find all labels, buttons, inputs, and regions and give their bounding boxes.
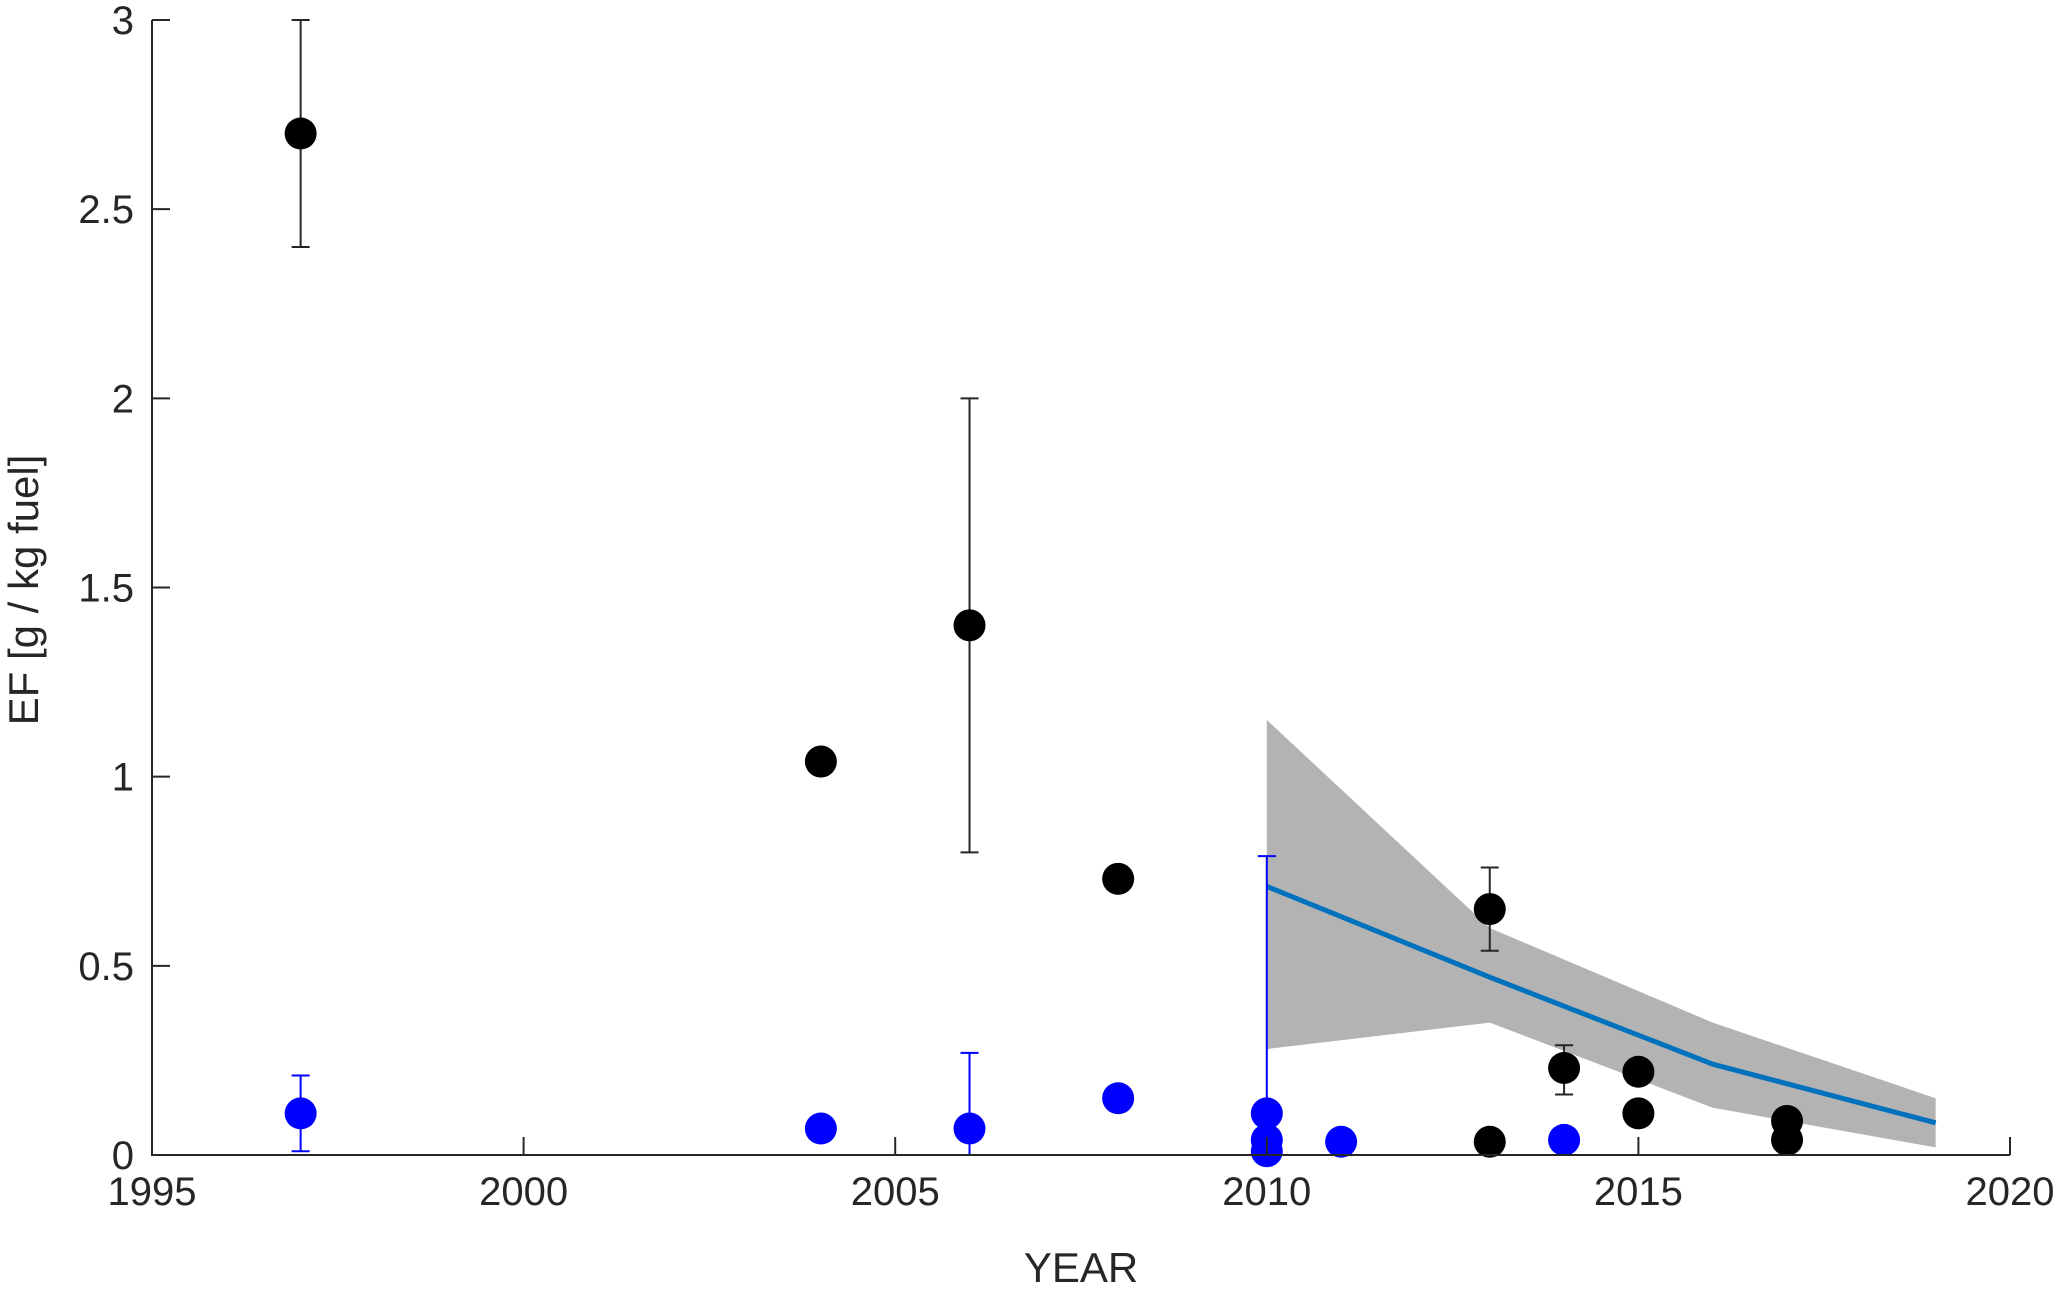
y-tick-label: 2.5 <box>78 188 134 232</box>
confidence-band <box>1266 719 1936 1148</box>
data-point <box>953 609 986 642</box>
data-point <box>284 1097 317 1130</box>
confidence-band-layer <box>1266 719 1936 1148</box>
data-point <box>1771 1123 1804 1156</box>
y-tick-label: 1.5 <box>78 567 134 611</box>
axis-box-left-bottom <box>151 20 2010 1156</box>
data-point <box>1473 893 1506 926</box>
y-tick-label: 3 <box>112 0 134 43</box>
x-ticks: 1995 2000 2005 2010 2015 2020 <box>108 1137 2055 1214</box>
y-tick-label: 1 <box>112 756 134 800</box>
x-axis-label: YEAR <box>1024 1244 1138 1289</box>
data-point <box>1622 1055 1655 1088</box>
x-tick-label: 2010 <box>1222 1170 1311 1214</box>
data-point <box>1473 1125 1506 1158</box>
trend-line-layer <box>1265 884 1937 1126</box>
data-point <box>1325 1125 1358 1158</box>
data-point <box>1622 1097 1655 1130</box>
y-tick-label: 2 <box>112 377 134 421</box>
x-tick-label: 2005 <box>851 1170 940 1214</box>
data-point <box>1250 1097 1283 1130</box>
data-point <box>804 1112 837 1145</box>
data-point <box>953 1112 986 1145</box>
data-point <box>284 117 317 150</box>
data-point <box>1102 862 1135 895</box>
x-tick-label: 2015 <box>1594 1170 1683 1214</box>
data-point <box>1102 1082 1135 1115</box>
x-tick-label: 2020 <box>1966 1170 2055 1214</box>
data-point <box>1548 1051 1581 1084</box>
y-axis-label: EF [g / kg fuel] <box>0 455 47 726</box>
trend-line <box>1265 884 1937 1126</box>
y-tick-label: 0.5 <box>78 945 134 989</box>
y-ticks: 0 0.5 1 1.5 2 2.5 3 <box>78 0 170 1178</box>
data-point <box>804 745 837 778</box>
x-tick-label: 1995 <box>108 1170 197 1214</box>
axes <box>151 20 2010 1156</box>
y-tick-label: 0 <box>112 1134 134 1178</box>
x-tick-label: 2000 <box>479 1170 568 1214</box>
data-point <box>1548 1123 1581 1156</box>
